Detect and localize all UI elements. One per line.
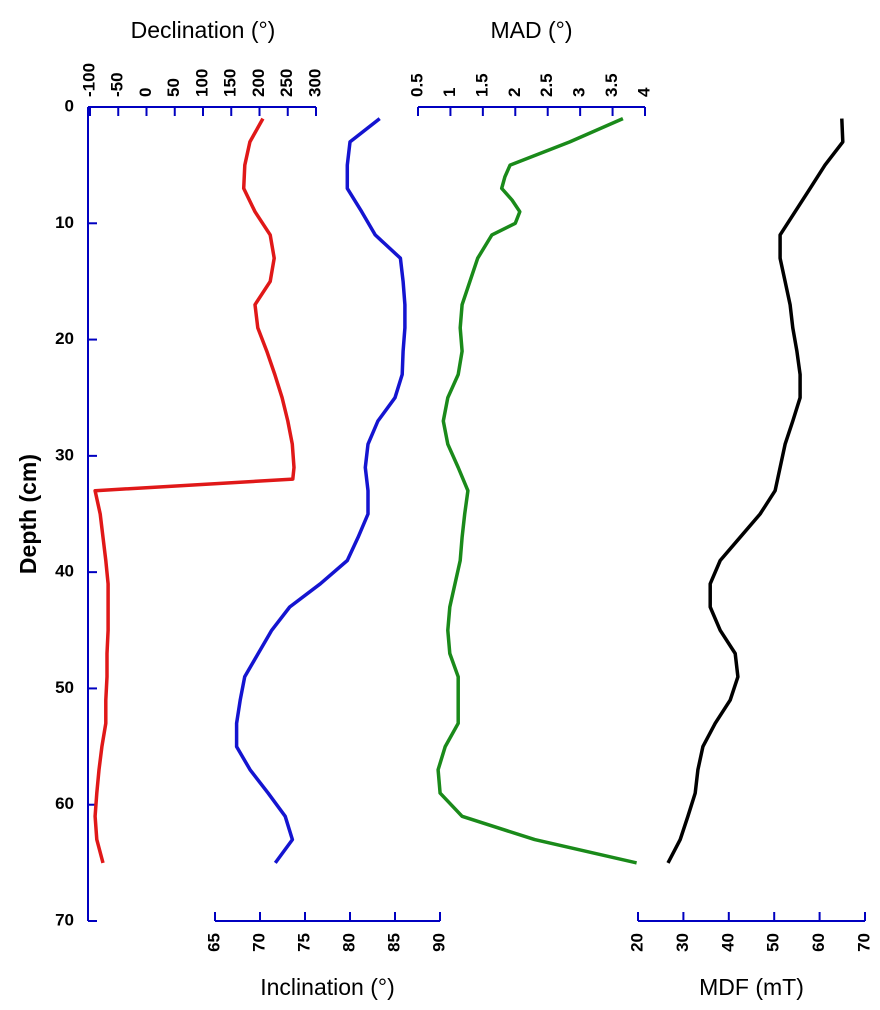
x-tick-label: 85 <box>384 933 403 952</box>
y-tick-label: 50 <box>55 678 74 697</box>
x-tick-label: 150 <box>221 69 240 97</box>
x-tick-label: 3.5 <box>602 73 621 97</box>
x-tick-label: 60 <box>809 933 828 952</box>
x-tick-label: 20 <box>627 933 646 952</box>
x-tick-label: 2.5 <box>537 73 556 97</box>
x-tick-label: 300 <box>305 69 324 97</box>
x-tick-label: 30 <box>673 933 692 952</box>
profile-line <box>93 117 296 864</box>
x-tick-label: 4 <box>634 87 653 97</box>
profile-line <box>234 117 407 864</box>
x-tick-label: 1 <box>440 88 459 97</box>
x-tick-label: 0.5 <box>407 73 426 97</box>
x-tick-label: 2 <box>505 88 524 97</box>
y-tick-label: 40 <box>55 562 74 581</box>
x-tick-label: 100 <box>192 69 211 97</box>
x-axis-label: Inclination (°) <box>260 974 394 1000</box>
y-tick-label: 70 <box>55 910 74 929</box>
x-tick-label: 90 <box>429 933 448 952</box>
x-tick-label: 3 <box>570 88 589 97</box>
x-tick-label: -50 <box>108 72 127 97</box>
x-tick-label: 250 <box>277 69 296 97</box>
x-axis-label: MAD (°) <box>490 17 572 43</box>
y-tick-label: 0 <box>65 96 74 115</box>
x-tick-label: 1.5 <box>472 73 491 97</box>
y-axis-label: Depth (cm) <box>15 454 41 574</box>
x-tick-label: 50 <box>764 933 783 952</box>
x-axis-label: Declination (°) <box>131 17 276 43</box>
x-tick-label: 80 <box>339 933 358 952</box>
y-tick-label: 20 <box>55 329 74 348</box>
x-tick-label: -100 <box>79 63 98 97</box>
y-tick-label: 30 <box>55 445 74 464</box>
y-tick-label: 10 <box>55 213 74 232</box>
x-tick-label: 70 <box>249 933 268 952</box>
profile-line <box>436 116 637 865</box>
x-tick-label: 75 <box>294 933 313 952</box>
profile-line <box>666 118 845 864</box>
x-tick-label: 50 <box>164 78 183 97</box>
y-tick-label: 60 <box>55 794 74 813</box>
x-tick-label: 0 <box>136 88 155 97</box>
x-tick-label: 200 <box>249 69 268 97</box>
x-axis-label: MDF (mT) <box>699 974 804 1000</box>
x-tick-label: 40 <box>718 933 737 952</box>
x-tick-label: 65 <box>204 933 223 952</box>
x-tick-label: 70 <box>854 933 873 952</box>
